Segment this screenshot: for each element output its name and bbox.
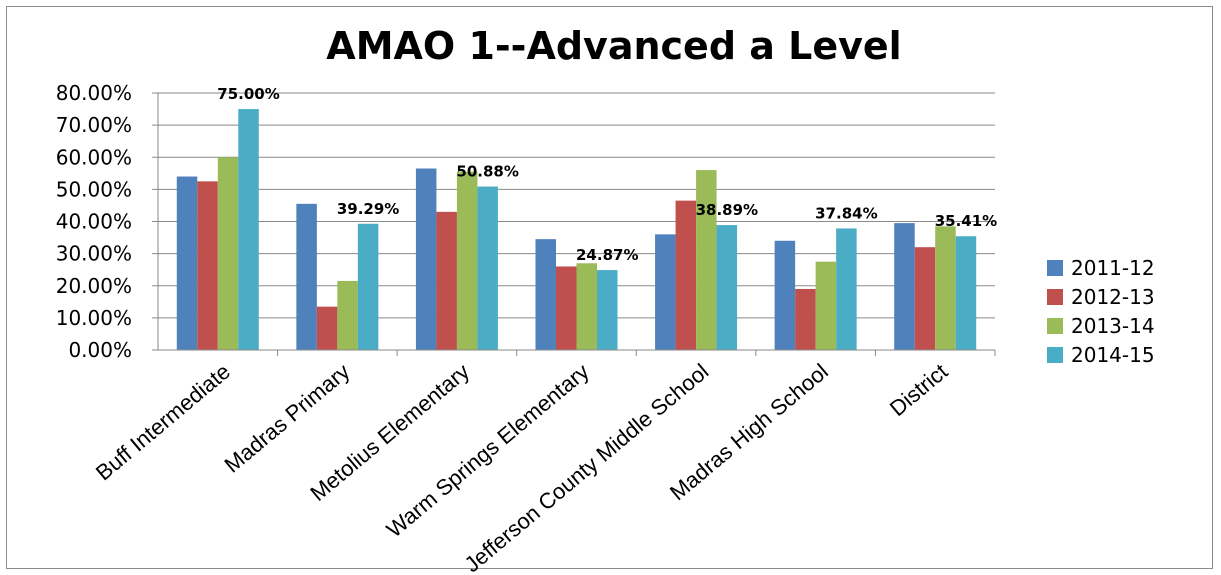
bar-2013-14: [815, 261, 837, 350]
bar-2014-15: [597, 270, 618, 350]
data-label: 37.84%: [815, 204, 877, 222]
legend-swatch: [1047, 347, 1063, 363]
x-category-label: Buff Intermediate: [91, 359, 235, 486]
bar-2013-14: [576, 263, 597, 350]
data-label: 24.87%: [576, 246, 638, 264]
bar-2011-12: [296, 203, 317, 350]
bar-2012-13: [795, 288, 816, 350]
data-label: 50.88%: [456, 163, 518, 181]
bar-2014-15: [477, 186, 498, 350]
bar-2013-14: [696, 170, 717, 350]
legend: 2011-12 2012-13 2013-14 2014-15: [1047, 256, 1155, 367]
legend-swatch: [1047, 260, 1063, 276]
y-tick-label: 40.00%: [56, 210, 132, 234]
legend-label: 2012-13: [1071, 285, 1155, 309]
x-category-label: District: [885, 359, 953, 421]
bar-2013-14: [456, 171, 478, 350]
bar-2012-13: [316, 306, 338, 350]
bar-2012-13: [436, 211, 457, 350]
bar-2012-13: [556, 266, 577, 350]
y-tick-label: 60.00%: [56, 145, 132, 169]
bar-2013-14: [337, 280, 358, 350]
y-axis-ticks: 0.00% 10.00% 20.00% 30.00% 40.00% 50.00% 60.00…: [56, 81, 158, 362]
legend-label: 2014-15: [1071, 343, 1155, 367]
y-tick-label: 20.00%: [56, 274, 132, 298]
bar-2014-15: [357, 223, 379, 350]
legend-swatch: [1047, 289, 1063, 305]
chart-title: AMAO 1--Advanced a Level: [326, 24, 901, 68]
x-category-label: Jefferson County Middle School: [460, 359, 714, 575]
bar-2012-13: [914, 247, 936, 350]
y-tick-label: 10.00%: [56, 306, 132, 330]
data-labels: 75.00% 39.29% 50.88% 24.87% 38.89% 37.84% 35.4…: [217, 85, 997, 264]
y-tick-label: 30.00%: [56, 242, 132, 266]
y-tick-label: 50.00%: [56, 177, 132, 201]
bar-2012-13: [197, 181, 218, 350]
bar-2011-12: [415, 168, 437, 350]
y-tick-label: 70.00%: [56, 113, 132, 137]
y-tick-label: 0.00%: [68, 338, 132, 362]
data-label: 75.00%: [217, 85, 279, 103]
bar-2011-12: [176, 176, 198, 350]
x-category-label: Warm Springs Elementary: [382, 359, 594, 543]
bar-2011-12: [655, 234, 676, 350]
bars: [176, 109, 977, 350]
legend-swatch: [1047, 318, 1063, 334]
bar-2012-13: [675, 200, 697, 350]
data-label: 38.89%: [696, 201, 758, 219]
y-tick-label: 80.00%: [56, 81, 132, 105]
bar-2011-12: [535, 239, 556, 350]
bar-2013-14: [217, 157, 239, 350]
data-label: 39.29%: [337, 200, 399, 218]
axes: [157, 93, 996, 356]
bar-2014-15: [955, 236, 977, 350]
legend-label: 2013-14: [1071, 314, 1155, 338]
data-label: 35.41%: [935, 212, 997, 230]
bar-2013-14: [935, 226, 956, 350]
bar-2014-15: [238, 109, 259, 350]
legend-label: 2011-12: [1071, 256, 1155, 280]
bar-2014-15: [716, 225, 738, 350]
x-category-label: Madras Primary: [220, 359, 355, 478]
bar-2011-12: [894, 223, 915, 350]
bar-2014-15: [836, 228, 857, 350]
bar-2011-12: [774, 240, 796, 350]
